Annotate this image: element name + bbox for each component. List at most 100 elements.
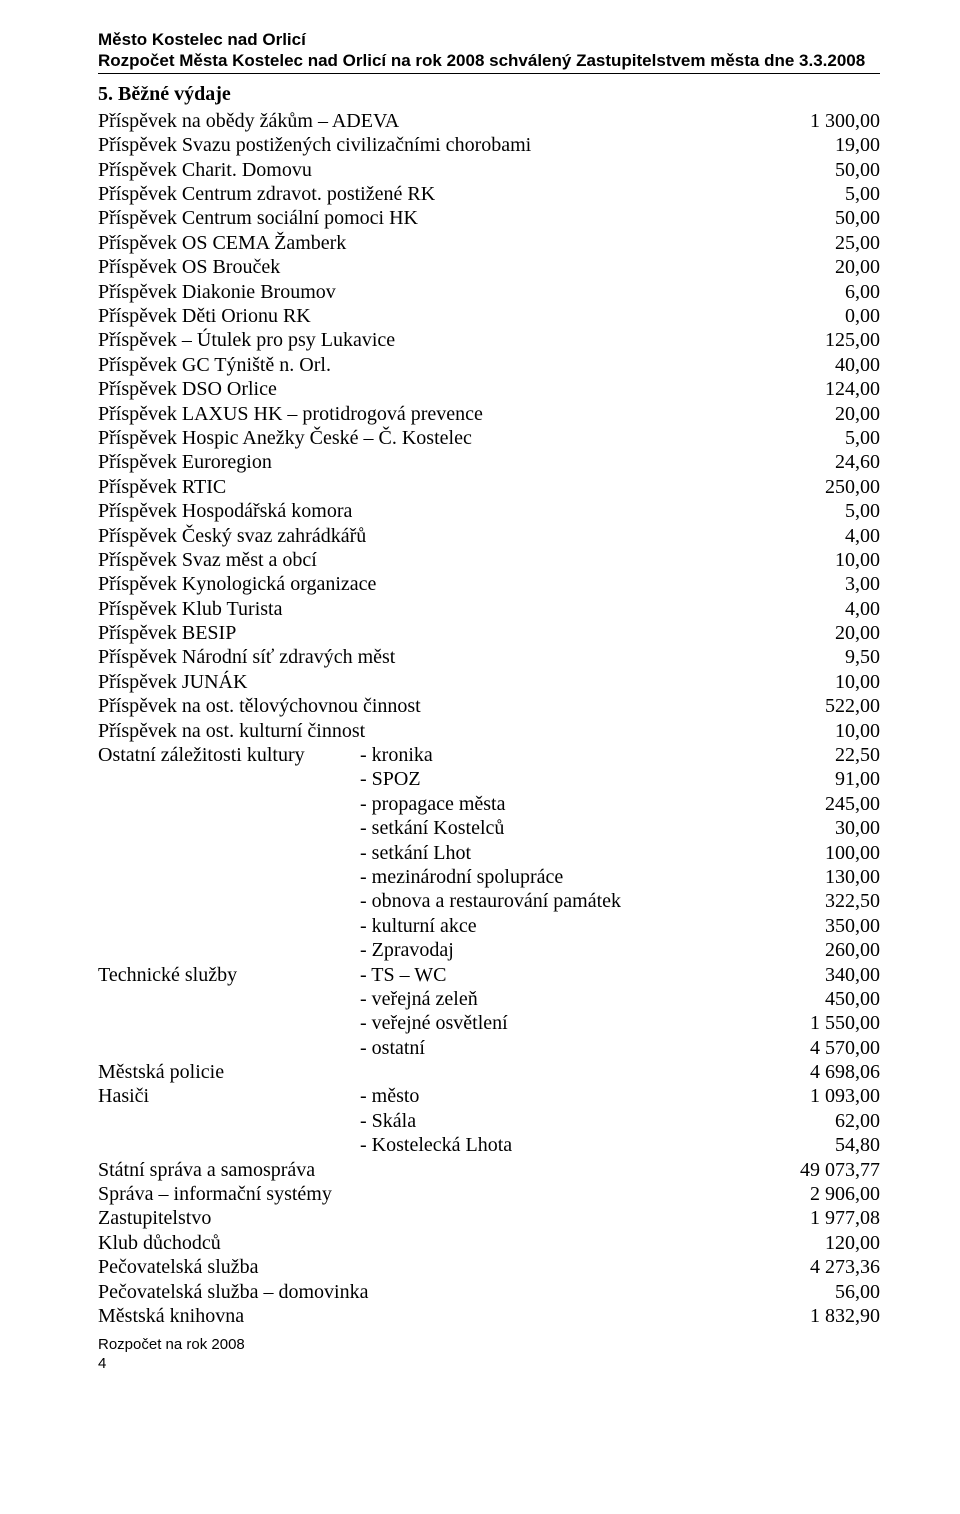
row-value: 20,00 [760,402,880,426]
row-label: Příspěvek LAXUS HK – protidrogová preven… [98,402,760,426]
row-value: 4 570,00 [760,1036,880,1060]
row-label: Příspěvek Svaz měst a obcí [98,548,760,572]
row-subitem: - setkání Kostelců [360,816,760,840]
budget-row: Příspěvek na obědy žákům – ADEVA1 300,00 [98,109,880,133]
budget-row: - kulturní akce350,00 [98,914,880,938]
row-label: Příspěvek Kynologická organizace [98,572,760,596]
row-label: Příspěvek Centrum zdravot. postižené RK [98,182,760,206]
budget-row: - Skála62,00 [98,1109,880,1133]
row-subitem: - kulturní akce [360,914,760,938]
row-value: 25,00 [760,231,880,255]
row-value: 1 832,90 [760,1304,880,1328]
row-value: 19,00 [760,133,880,157]
budget-row: Příspěvek – Útulek pro psy Lukavice125,0… [98,328,880,352]
budget-row: Příspěvek Kynologická organizace3,00 [98,572,880,596]
row-subitem: - TS – WC [360,963,760,987]
budget-row: - setkání Lhot100,00 [98,841,880,865]
budget-row: Příspěvek OS CEMA Žamberk25,00 [98,231,880,255]
row-value: 522,00 [760,694,880,718]
budget-row: Příspěvek Centrum sociální pomoci HK50,0… [98,206,880,230]
row-subitem: - veřejná zeleň [360,987,760,1011]
budget-row: Příspěvek GC Týniště n. Orl.40,00 [98,353,880,377]
row-value: 5,00 [760,426,880,450]
row-value: 40,00 [760,353,880,377]
row-subitem: - Skála [360,1109,760,1133]
row-value: 245,00 [760,792,880,816]
budget-row: Příspěvek Hospodářská komora5,00 [98,499,880,523]
row-value: 10,00 [760,670,880,694]
budget-row: - setkání Kostelců30,00 [98,816,880,840]
row-value: 22,50 [760,743,880,767]
budget-row: Městská policie4 698,06 [98,1060,880,1084]
budget-row: Příspěvek Euroregion24,60 [98,450,880,474]
budget-row: Příspěvek na ost. tělovýchovnou činnost5… [98,694,880,718]
budget-row: Příspěvek RTIC250,00 [98,475,880,499]
budget-row: Zastupitelstvo1 977,08 [98,1206,880,1230]
row-value: 4,00 [760,597,880,621]
budget-row: Příspěvek Svaz měst a obcí10,00 [98,548,880,572]
row-value: 50,00 [760,158,880,182]
row-value: 9,50 [760,645,880,669]
row-value: 91,00 [760,767,880,791]
row-value: 24,60 [760,450,880,474]
budget-row: Technické služby- TS – WC340,00 [98,963,880,987]
row-value: 5,00 [760,499,880,523]
budget-row: Pečovatelská služba – domovinka56,00 [98,1280,880,1304]
row-label: Příspěvek na obědy žákům – ADEVA [98,109,760,133]
row-value: 4,00 [760,524,880,548]
row-label: Příspěvek na ost. kulturní činnost [98,719,760,743]
budget-row: Hasiči- město1 093,00 [98,1084,880,1108]
row-value: 10,00 [760,719,880,743]
budget-row: Správa – informační systémy2 906,00 [98,1182,880,1206]
row-label: Příspěvek na ost. tělovýchovnou činnost [98,694,760,718]
budget-row: - SPOZ91,00 [98,767,880,791]
row-value: 54,80 [760,1133,880,1157]
budget-row: - veřejná zeleň450,00 [98,987,880,1011]
row-value: 6,00 [760,280,880,304]
budget-row: Příspěvek Děti Orionu RK0,00 [98,304,880,328]
row-label: Městská policie [98,1060,760,1084]
row-label: Příspěvek Centrum sociální pomoci HK [98,206,760,230]
row-value: 4 273,36 [760,1255,880,1279]
row-value: 1 550,00 [760,1011,880,1035]
page-number: 4 [98,1355,880,1373]
row-label: Správa – informační systémy [98,1182,760,1206]
row-value: 350,00 [760,914,880,938]
budget-row: Příspěvek Hospic Anežky České – Č. Koste… [98,426,880,450]
row-label: Městská knihovna [98,1304,760,1328]
row-label: Pečovatelská služba – domovinka [98,1280,760,1304]
header-line-2: Rozpočet Města Kostelec nad Orlicí na ro… [98,51,880,72]
row-label: Příspěvek BESIP [98,621,760,645]
row-label: Příspěvek Hospic Anežky České – Č. Koste… [98,426,760,450]
document-page: Město Kostelec nad Orlicí Rozpočet Města… [0,0,960,1403]
row-label: Státní správa a samospráva [98,1158,760,1182]
row-subitem: - Kostelecká Lhota [360,1133,760,1157]
row-value: 1 977,08 [760,1206,880,1230]
budget-row: Příspěvek na ost. kulturní činnost10,00 [98,719,880,743]
row-label: Zastupitelstvo [98,1206,760,1230]
row-subitem: - Zpravodaj [360,938,760,962]
row-value: 20,00 [760,621,880,645]
budget-row: Příspěvek BESIP20,00 [98,621,880,645]
row-value: 124,00 [760,377,880,401]
row-category: Technické služby [98,963,360,987]
row-value: 10,00 [760,548,880,572]
budget-row: - Kostelecká Lhota54,80 [98,1133,880,1157]
row-value: 2 906,00 [760,1182,880,1206]
row-value: 5,00 [760,182,880,206]
budget-row: Státní správa a samospráva49 073,77 [98,1158,880,1182]
budget-row: - ostatní4 570,00 [98,1036,880,1060]
row-value: 30,00 [760,816,880,840]
budget-row: Příspěvek LAXUS HK – protidrogová preven… [98,402,880,426]
budget-row: Příspěvek Charit. Domovu50,00 [98,158,880,182]
row-category: Ostatní záležitosti kultury [98,743,360,767]
budget-row: Příspěvek Diakonie Broumov6,00 [98,280,880,304]
budget-row: Příspěvek Centrum zdravot. postižené RK5… [98,182,880,206]
row-subitem: - propagace města [360,792,760,816]
section-title: 5. Běžné výdaje [98,82,880,106]
budget-row: Městská knihovna1 832,90 [98,1304,880,1328]
row-label: Příspěvek Charit. Domovu [98,158,760,182]
row-label: Příspěvek Děti Orionu RK [98,304,760,328]
budget-row: Příspěvek Národní síť zdravých měst9,50 [98,645,880,669]
row-subitem: - setkání Lhot [360,841,760,865]
